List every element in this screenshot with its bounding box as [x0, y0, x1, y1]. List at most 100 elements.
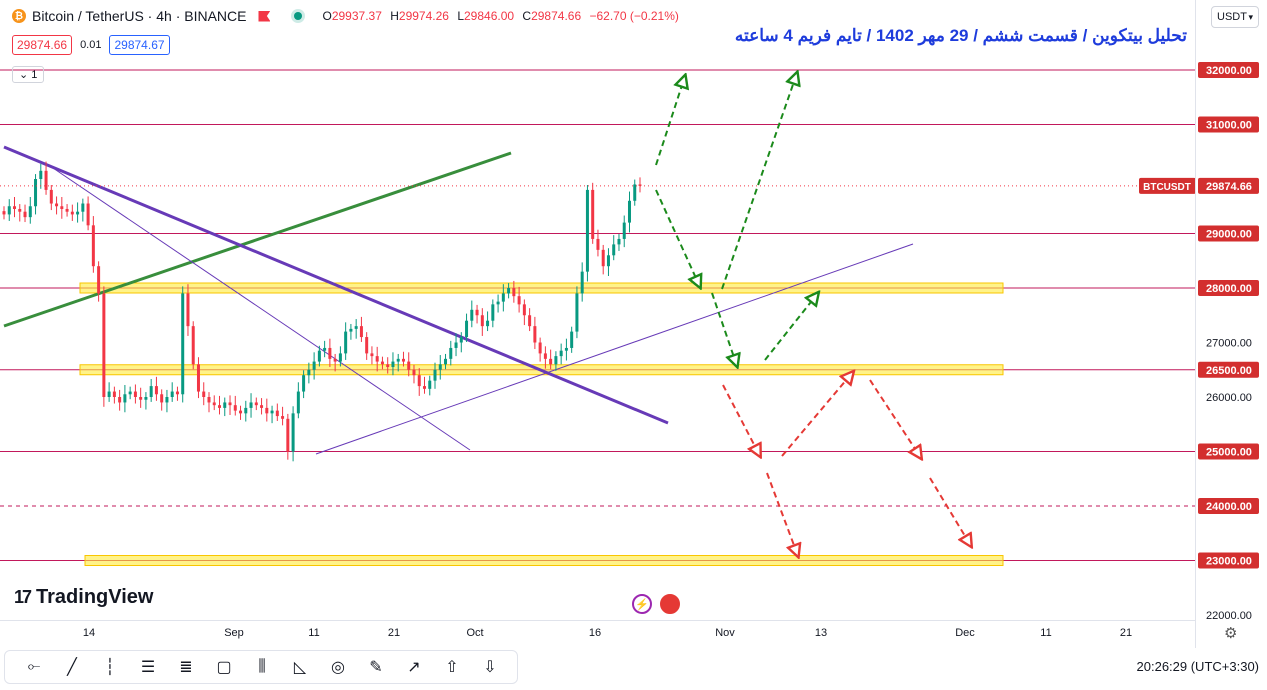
- green-arrow-up-2[interactable]: [721, 73, 797, 290]
- candle: [296, 382, 300, 419]
- candle: [39, 163, 43, 189]
- zone-28000[interactable]: [79, 282, 1004, 294]
- currency-select[interactable]: USDT ▾: [1211, 6, 1259, 28]
- candle: [470, 300, 474, 328]
- candle: [486, 311, 490, 332]
- candle: [249, 393, 253, 418]
- arrow-mark-up-icon[interactable]: ⇧: [445, 659, 459, 676]
- candle: [606, 248, 610, 277]
- purple-thin-line-up[interactable]: [315, 243, 914, 455]
- candle: [638, 177, 642, 193]
- candle: [196, 357, 200, 399]
- candle: [118, 389, 122, 411]
- parallel-channel-icon[interactable]: ☰: [140, 659, 156, 676]
- circle-icon[interactable]: ◎: [331, 659, 345, 676]
- quote-row: 29874.66 0.01 29874.67: [12, 35, 170, 55]
- purple-downtrend-line[interactable]: [3, 145, 669, 425]
- candle: [522, 299, 526, 326]
- sell-button[interactable]: 29874.66: [12, 35, 73, 55]
- candle: [13, 196, 17, 218]
- red-arrow-down-4[interactable]: [929, 477, 971, 546]
- candle: [617, 234, 621, 251]
- candle: [244, 400, 248, 422]
- x-tick-label: 13: [815, 627, 827, 639]
- candle: [396, 353, 400, 372]
- candle: [202, 382, 206, 406]
- level-tag-label: 25000.00: [1206, 447, 1252, 459]
- level-tag-28000: [1198, 280, 1259, 296]
- purple-thin-line-down[interactable]: [49, 165, 471, 451]
- market-status-icon[interactable]: [294, 12, 303, 20]
- green-arrow-up-1[interactable]: [655, 76, 685, 166]
- candle: [591, 182, 595, 244]
- candle: [149, 379, 153, 402]
- level-tag-24000: [1198, 498, 1259, 514]
- trend-line-icon[interactable]: ╱: [67, 659, 77, 676]
- level-tag-label: 32000.00: [1206, 65, 1252, 77]
- candle: [223, 397, 227, 417]
- drawing-toolbar: ⟜ ╱ ┆ ☰ ≣ ▢ ⫼ ◺ ◎ ✎ ↗ ⇧ ⇩: [4, 650, 518, 684]
- candle: [81, 198, 85, 222]
- candle: [275, 403, 279, 421]
- indicators-toggle[interactable]: ⌄ 1: [12, 66, 45, 83]
- arrow-icon[interactable]: ↗: [407, 659, 421, 676]
- pitchfork-icon[interactable]: ⫼: [258, 658, 266, 675]
- candle: [317, 345, 321, 367]
- red-arrow-down-2[interactable]: [869, 379, 921, 458]
- us-flag-icon[interactable]: [660, 594, 680, 614]
- candle: [596, 229, 600, 257]
- green-arrow-down-2[interactable]: [711, 292, 737, 366]
- green-arrow-down-1[interactable]: [655, 189, 700, 287]
- candle: [133, 384, 137, 404]
- horizontal-line-icon[interactable]: ⟜: [27, 658, 41, 675]
- fib-retracement-icon[interactable]: ≣: [179, 659, 193, 676]
- candle: [181, 286, 185, 403]
- candle: [622, 215, 626, 248]
- buy-button[interactable]: 29874.67: [109, 35, 170, 55]
- candle: [564, 338, 568, 361]
- clock[interactable]: 20:26:29 (UTC+3:30): [1136, 659, 1259, 674]
- candle: [28, 196, 32, 224]
- candle: [333, 353, 337, 372]
- candle: [480, 308, 484, 336]
- brush-icon[interactable]: ✎: [369, 659, 383, 676]
- candle: [281, 406, 285, 426]
- price-axis-separator: [1195, 0, 1196, 648]
- chevron-down-icon: ▾: [1248, 11, 1253, 22]
- candle: [401, 351, 405, 367]
- triangle-pattern-icon[interactable]: ◺: [293, 659, 307, 676]
- candle: [144, 392, 148, 410]
- analysis-title: تحلیل بیتکوین / قسمت ششم / 29 مهر 1402 /…: [734, 26, 1187, 45]
- zone-23000[interactable]: [84, 555, 1004, 566]
- last-price-tag: [1198, 177, 1259, 194]
- candle: [354, 319, 358, 339]
- candle: [633, 179, 637, 206]
- level-tag-label: 24000.00: [1206, 501, 1252, 513]
- red-arrow-down-1[interactable]: [722, 384, 760, 456]
- symbol-title[interactable]: Bitcoin / TetherUS · 4h · BINANCE: [32, 8, 247, 24]
- settings-gear-icon[interactable]: ⚙: [1224, 625, 1238, 642]
- candle: [338, 346, 342, 367]
- tradingview-logo: 17 TradingView: [14, 586, 153, 609]
- ohlc-values: O29937.37 H29974.26 L29846.00 C29874.66 …: [322, 9, 679, 23]
- candle: [165, 389, 169, 413]
- green-trendline[interactable]: [3, 151, 512, 328]
- candle: [7, 199, 11, 221]
- candle: [139, 387, 143, 408]
- candle: [154, 376, 158, 401]
- candle: [549, 349, 553, 370]
- red-arrow-up-1[interactable]: [781, 372, 853, 457]
- candle: [207, 392, 211, 413]
- lightning-icon[interactable]: ⚡: [632, 594, 652, 614]
- candle: [254, 397, 258, 411]
- red-arrow-down-3[interactable]: [766, 472, 798, 556]
- candle: [86, 196, 90, 231]
- vertical-line-icon[interactable]: ┆: [105, 659, 115, 676]
- arrow-mark-down-icon[interactable]: ⇩: [483, 659, 497, 676]
- rectangle-icon[interactable]: ▢: [216, 659, 232, 676]
- green-arrow-up-3[interactable]: [764, 293, 818, 361]
- flag-icon[interactable]: [258, 10, 271, 22]
- candle: [286, 413, 290, 460]
- level-tag-label: 28000.00: [1206, 283, 1252, 295]
